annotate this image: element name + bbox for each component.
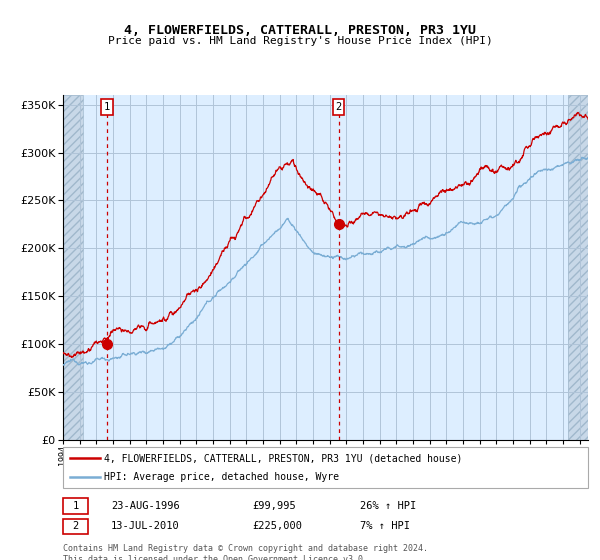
Text: 7% ↑ HPI: 7% ↑ HPI (360, 521, 410, 531)
Text: £99,995: £99,995 (252, 501, 296, 511)
Text: HPI: Average price, detached house, Wyre: HPI: Average price, detached house, Wyre (104, 472, 339, 482)
Bar (63, 95, 83, 440)
Text: 23-AUG-1996: 23-AUG-1996 (111, 501, 180, 511)
Bar (63, 95, 83, 440)
Text: 2: 2 (73, 521, 79, 531)
Text: Price paid vs. HM Land Registry's House Price Index (HPI): Price paid vs. HM Land Registry's House … (107, 36, 493, 46)
Text: 1: 1 (104, 102, 110, 112)
Text: 4, FLOWERFIELDS, CATTERALL, PRESTON, PR3 1YU (detached house): 4, FLOWERFIELDS, CATTERALL, PRESTON, PR3… (104, 454, 462, 464)
Bar (568, 95, 588, 440)
Text: 13-JUL-2010: 13-JUL-2010 (111, 521, 180, 531)
Text: 4, FLOWERFIELDS, CATTERALL, PRESTON, PR3 1YU: 4, FLOWERFIELDS, CATTERALL, PRESTON, PR3… (124, 24, 476, 36)
Text: Contains HM Land Registry data © Crown copyright and database right 2024.
This d: Contains HM Land Registry data © Crown c… (63, 544, 428, 560)
Text: 1: 1 (73, 501, 79, 511)
Text: 26% ↑ HPI: 26% ↑ HPI (360, 501, 416, 511)
Text: 2: 2 (335, 102, 341, 112)
Text: £225,000: £225,000 (252, 521, 302, 531)
Bar (568, 95, 588, 440)
